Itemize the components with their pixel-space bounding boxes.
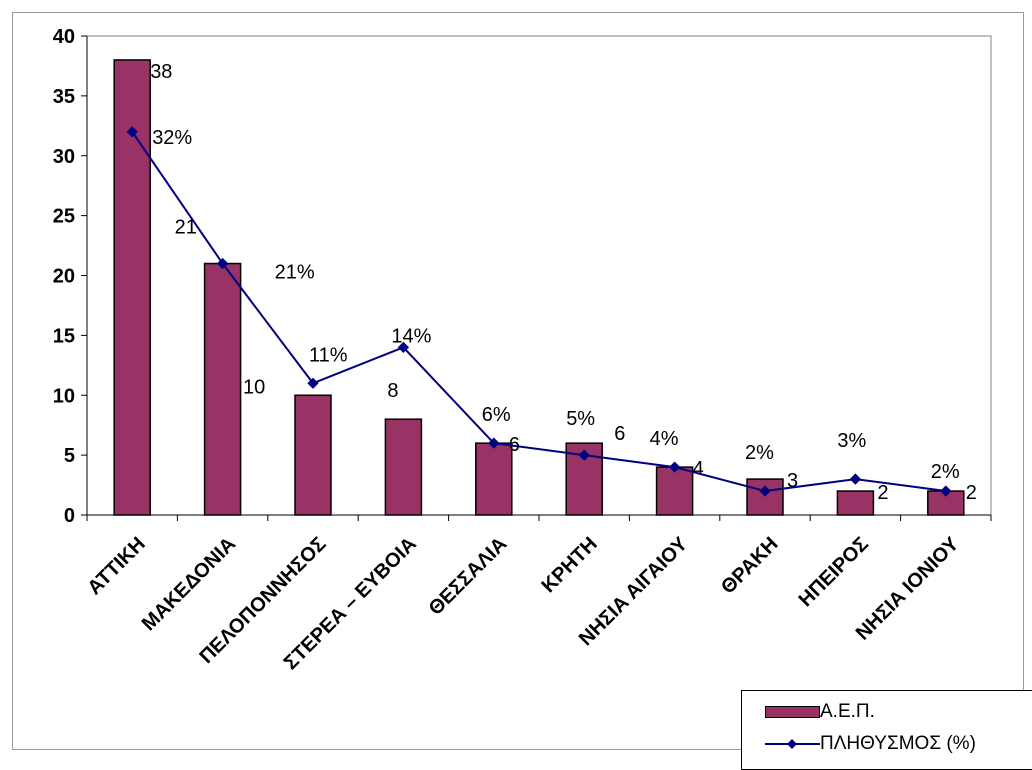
bar-data-label: 10 [243,376,265,398]
bar-data-label: 38 [150,61,172,83]
bar-data-label: 4 [693,458,704,480]
population-line [131,131,946,493]
population-data-label: 3% [837,430,866,452]
population-data-label: 11% [309,344,348,366]
category-label: ΜΑΚΕΔΟΝΙΑ [138,533,240,635]
population-data-label: 6% [482,404,511,426]
y-tick-label: 40 [53,26,75,48]
bar-data-label: 8 [387,380,398,402]
population-point [488,437,500,449]
population-point [307,377,319,389]
legend-label-population: ΠΛΗΘΥΣΜΟΣ (%) [820,733,976,754]
bar [836,490,875,516]
population-data-label: 32% [152,127,192,149]
bar-data-label: 2 [877,482,888,504]
y-tick-label: 30 [53,146,75,168]
population-point [849,473,862,485]
population-data-label: 14% [391,325,431,347]
population-point [668,461,681,473]
legend-line-population [765,737,820,751]
population-data-label: 21% [275,262,315,284]
legend-swatch-gdp [765,706,820,718]
bar [203,262,242,516]
y-tick-label: 25 [53,206,75,228]
legend-label-gdp: Α.Ε.Π. [820,701,875,722]
population-data-label: 4% [650,428,679,450]
y-tick-label: 15 [53,325,75,347]
population-data-label: 2% [745,442,774,464]
population-point [759,485,771,497]
legend: Α.Ε.Π. ΠΛΗΘΥΣΜΟΣ (%) [741,690,1032,770]
bar-data-label: 6 [614,423,625,445]
bar [384,418,423,516]
population-point [578,449,590,461]
bar [655,466,694,516]
legend-item-gdp: Α.Ε.Π. [742,697,875,727]
y-tick-label: 0 [64,505,75,527]
bar-data-label: 2 [966,482,977,504]
population-data-label: 2% [931,461,960,483]
bar [475,442,513,516]
y-tick-label: 35 [53,86,75,108]
category-label: ΘΡΑΚΗ [717,533,783,599]
population-point [397,341,410,354]
bar [746,478,784,516]
y-tick-label: 20 [53,266,75,288]
population-point [216,257,229,270]
legend-item-population: ΠΛΗΘΥΣΜΟΣ (%) [742,729,976,759]
y-tick-label: 10 [53,385,75,407]
bar-data-label: 21 [175,217,197,239]
population-data-label: 5% [566,408,595,430]
population-point [940,485,952,497]
category-label: ΑΤΤΙΚΗ [83,533,149,599]
category-label: ΘΕΣΣΑΛΙΑ [425,533,512,620]
category-label: ΗΠΕΙΡΟΣ [795,533,873,611]
y-tick-label: 5 [64,445,75,467]
bar [294,394,332,516]
category-label: ΚΡΗΤΗ [537,533,601,597]
bar-data-label: 3 [787,470,798,492]
